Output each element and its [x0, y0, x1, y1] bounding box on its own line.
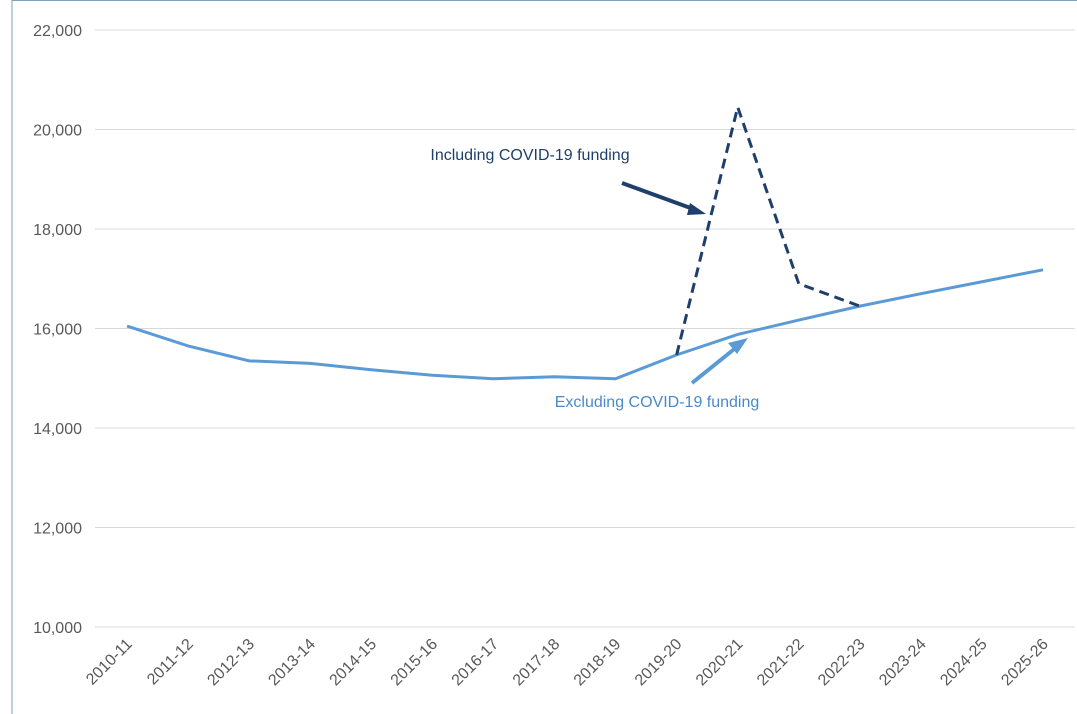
arrow-head-excluding — [728, 338, 748, 354]
y-tick-label: 10,000 — [33, 620, 82, 637]
y-tick-label: 22,000 — [33, 23, 82, 40]
x-tick-label: 2022-23 — [815, 636, 869, 690]
x-tick-label: 2019-20 — [632, 636, 686, 690]
annotation-excluding: Excluding COVID-19 funding — [555, 394, 760, 411]
x-tick-label: 2010-11 — [83, 636, 136, 689]
series-line — [126, 268, 1044, 381]
x-tick-label: 2012-13 — [204, 636, 258, 690]
x-tick-label: 2025-26 — [998, 636, 1052, 690]
series-line — [675, 101, 861, 356]
x-tick-label: 2011-12 — [144, 636, 197, 689]
x-tick-label: 2016-17 — [449, 636, 503, 690]
x-tick-label: 2014-15 — [327, 636, 381, 690]
x-tick-label: 2015-16 — [388, 636, 442, 690]
y-tick-label: 18,000 — [33, 222, 82, 239]
grid — [95, 29, 1075, 628]
y-tick-label: 14,000 — [33, 421, 82, 438]
x-tick-label: 2021-22 — [754, 636, 808, 690]
lines — [126, 101, 1044, 381]
x-tick-label: 2018-19 — [571, 636, 625, 690]
annotation-including: Including COVID-19 funding — [430, 147, 629, 164]
y-tick-label: 12,000 — [33, 521, 82, 538]
x-tick-label: 2024-25 — [937, 636, 991, 690]
x-tick-label: 2017-18 — [510, 636, 564, 690]
y-tick-label: 16,000 — [33, 322, 82, 339]
arrow-excluding — [690, 344, 740, 385]
y-tick-label: 20,000 — [33, 123, 82, 140]
x-tick-label: 2023-24 — [876, 636, 930, 690]
arrow-head-including — [687, 203, 706, 215]
x-tick-label: 2020-21 — [693, 636, 747, 690]
arrow-including — [621, 181, 697, 212]
x-tick-label: 2013-14 — [265, 636, 319, 690]
